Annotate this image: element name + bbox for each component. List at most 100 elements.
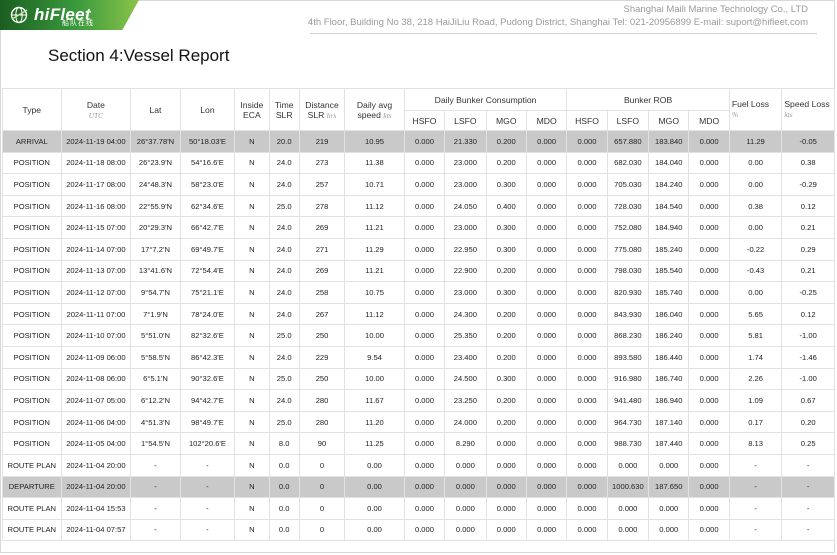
cell-type: DEPARTURE bbox=[2, 475, 62, 499]
cell-fuel-loss: -0.22 bbox=[728, 237, 783, 261]
table-row: DEPARTURE 2024-11-04 20:00- - N 0.0 0 0.00 0.00… bbox=[2, 475, 835, 499]
cell-rob-mdo: 0.000 bbox=[688, 410, 730, 434]
cell-consumption-mdo: 0.000 bbox=[525, 389, 568, 412]
cell-daily-avg-speed: 11.21 bbox=[344, 216, 405, 239]
cell-date: 2024-11-18 08:00 bbox=[60, 151, 132, 175]
cell-inside-eca: N bbox=[234, 151, 270, 175]
cell-consumption-mgo: 0.300 bbox=[485, 216, 527, 239]
cell-lat: 6°12.2'N bbox=[130, 389, 181, 412]
cell-type: ROUTE PLAN bbox=[2, 453, 62, 477]
cell-distance-slr: 250 bbox=[298, 367, 346, 391]
cell-consumption-lsfo: 25.350 bbox=[444, 324, 487, 347]
cell-type: POSITION bbox=[2, 410, 62, 434]
cell-fuel-loss: 0.38 bbox=[728, 194, 783, 218]
cell-lon: 78°24.0'E bbox=[179, 302, 236, 326]
cell-consumption-mdo: 0.000 bbox=[525, 432, 568, 455]
cell-rob-mdo: 0.000 bbox=[688, 453, 730, 477]
cell-speed-loss: -1.00 bbox=[781, 367, 835, 391]
cell-consumption-lsfo: 0.000 bbox=[444, 497, 487, 520]
header-divider bbox=[310, 33, 817, 34]
col-fuel-loss: Fuel Loss% bbox=[728, 88, 783, 131]
cell-consumption-lsfo: 24.300 bbox=[444, 302, 487, 326]
cell-consumption-mdo: 0.000 bbox=[525, 367, 568, 391]
cell-speed-loss: -0.25 bbox=[781, 281, 835, 304]
cell-lon: 90°32.6'E bbox=[179, 367, 236, 391]
cell-daily-avg-speed: 11.29 bbox=[344, 237, 405, 261]
cell-distance-slr: 250 bbox=[298, 324, 346, 347]
cell-date: 2024-11-04 07:57 bbox=[60, 518, 132, 542]
cell-date: 2024-11-12 07:00 bbox=[60, 281, 132, 304]
cell-speed-loss: - bbox=[781, 475, 835, 499]
cell-rob-mdo: 0.000 bbox=[688, 259, 730, 283]
col-daily-avg-speed: Daily avg speed kts bbox=[344, 88, 405, 131]
cell-rob-lsfo: 988.730 bbox=[606, 432, 650, 455]
cell-rob-lsfo: 682.030 bbox=[606, 151, 650, 175]
cell-lon: - bbox=[179, 497, 236, 520]
cell-type: POSITION bbox=[2, 345, 62, 369]
cell-speed-loss: 0.21 bbox=[781, 216, 835, 239]
cell-inside-eca: N bbox=[234, 302, 270, 326]
cell-rob-lsfo: 893.580 bbox=[606, 345, 650, 369]
cell-type: POSITION bbox=[2, 324, 62, 347]
table-row: POSITION 2024-11-16 08:00 22°55.9'N 62°34.6… bbox=[2, 194, 835, 218]
cell-rob-hsfo: 0.000 bbox=[566, 367, 608, 391]
col-lat: Lat bbox=[130, 88, 181, 131]
cell-rob-hsfo: 0.000 bbox=[566, 518, 608, 542]
cell-consumption-mdo: 0.000 bbox=[525, 302, 568, 326]
cell-rob-lsfo: 798.030 bbox=[606, 259, 650, 283]
cell-rob-mdo: 0.000 bbox=[688, 432, 730, 455]
cell-consumption-mgo: 0.400 bbox=[485, 194, 527, 218]
cell-time-slr: 25.0 bbox=[268, 410, 300, 434]
cell-lon: 54°16.6'E bbox=[179, 151, 236, 175]
cell-fuel-loss: - bbox=[728, 497, 783, 520]
cell-lon: 50°18.03'E bbox=[179, 130, 236, 153]
cell-daily-avg-speed: 0.00 bbox=[344, 497, 405, 520]
company-name: Shanghai Maili Marine Technology Co., LT… bbox=[623, 4, 808, 15]
cell-consumption-mdo: 0.000 bbox=[525, 497, 568, 520]
table-row: POSITION 2024-11-14 07:00 17°7.2'N 69°49.7'… bbox=[2, 237, 835, 261]
cell-time-slr: 25.0 bbox=[268, 194, 300, 218]
cell-lon: 82°32.6'E bbox=[179, 324, 236, 347]
group-daily-bunker-consumption: Daily Bunker Consumption bbox=[403, 88, 568, 111]
col-time-slr: Time SLR bbox=[268, 88, 300, 131]
cell-time-slr: 0.0 bbox=[268, 497, 300, 520]
cell-time-slr: 20.0 bbox=[268, 130, 300, 153]
section-title: Section 4:Vessel Report bbox=[48, 46, 230, 65]
cell-rob-mdo: 0.000 bbox=[688, 151, 730, 175]
cell-consumption-mgo: 0.200 bbox=[485, 130, 527, 153]
cell-distance-slr: 0 bbox=[298, 453, 346, 477]
cell-lat: - bbox=[130, 453, 181, 477]
cell-rob-mdo: 0.000 bbox=[688, 324, 730, 347]
cell-rob-hsfo: 0.000 bbox=[566, 237, 608, 261]
cell-consumption-hsfo: 0.000 bbox=[403, 281, 446, 304]
cell-time-slr: 0.0 bbox=[268, 475, 300, 499]
cell-speed-loss: 0.12 bbox=[781, 302, 835, 326]
cell-rob-lsfo: 657.880 bbox=[606, 130, 650, 153]
cell-rob-lsfo: 868.230 bbox=[606, 324, 650, 347]
table-row: POSITION 2024-11-05 04:00 1°54.5'N 102°20.6… bbox=[2, 432, 835, 455]
cell-consumption-hsfo: 0.000 bbox=[403, 216, 446, 239]
cell-rob-mdo: 0.000 bbox=[688, 194, 730, 218]
cell-consumption-mdo: 0.000 bbox=[525, 410, 568, 434]
col-rob-lsfo: LSFO bbox=[606, 110, 650, 131]
cell-rob-hsfo: 0.000 bbox=[566, 302, 608, 326]
cell-distance-slr: 257 bbox=[298, 173, 346, 196]
cell-rob-mgo: 0.000 bbox=[648, 497, 690, 520]
cell-type: POSITION bbox=[2, 259, 62, 283]
col-type: Type bbox=[2, 88, 62, 131]
cell-rob-lsfo: 728.030 bbox=[606, 194, 650, 218]
cell-daily-avg-speed: 11.12 bbox=[344, 194, 405, 218]
cell-rob-mgo: 185.540 bbox=[648, 259, 690, 283]
cell-fuel-loss: 5.81 bbox=[728, 324, 783, 347]
cell-rob-mgo: 183.840 bbox=[648, 130, 690, 153]
cell-type: POSITION bbox=[2, 367, 62, 391]
cell-lat: 13°41.6'N bbox=[130, 259, 181, 283]
cell-lon: 58°23.0'E bbox=[179, 173, 236, 196]
cell-consumption-mgo: 0.200 bbox=[485, 389, 527, 412]
cell-consumption-lsfo: 23.000 bbox=[444, 173, 487, 196]
cell-rob-hsfo: 0.000 bbox=[566, 475, 608, 499]
globe-icon bbox=[10, 6, 28, 24]
cell-rob-mdo: 0.000 bbox=[688, 497, 730, 520]
cell-rob-lsfo: 775.080 bbox=[606, 237, 650, 261]
table-row: ARRIVAL 2024-11-19 04:00 26°37.78'N 50°18.0… bbox=[2, 130, 835, 153]
